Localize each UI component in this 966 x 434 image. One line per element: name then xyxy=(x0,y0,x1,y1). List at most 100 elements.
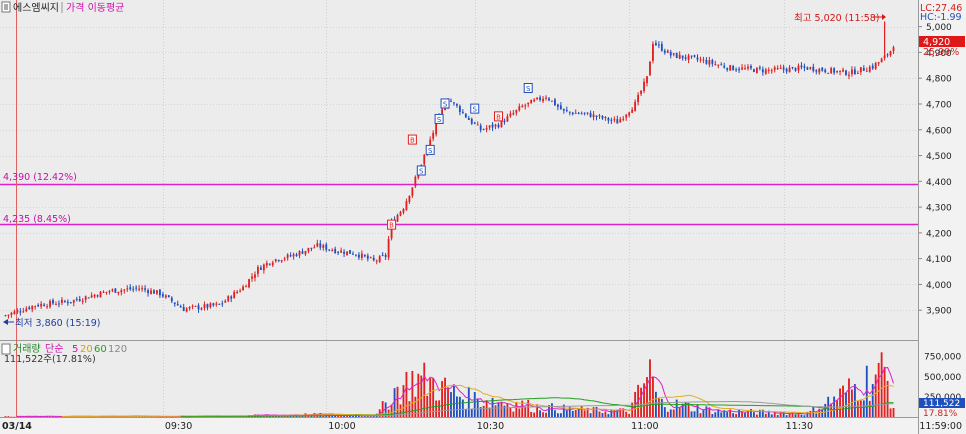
candle-body xyxy=(69,301,72,303)
candle-body xyxy=(735,69,738,71)
volume-bar xyxy=(574,409,577,417)
price-panel-bg xyxy=(0,0,918,340)
candle-body xyxy=(485,127,488,130)
signal-marker xyxy=(434,113,444,124)
volume-bar xyxy=(714,412,717,417)
indicator-label[interactable]: 가격 이동평균 xyxy=(66,1,124,14)
volume-bar xyxy=(767,410,770,417)
candle-body xyxy=(170,297,173,302)
candle-body xyxy=(696,57,699,60)
candle-body xyxy=(865,70,868,72)
candle-body xyxy=(761,69,764,73)
candle-body xyxy=(248,279,250,288)
candle-body xyxy=(646,76,648,84)
volume-bar xyxy=(886,380,889,417)
candle-body xyxy=(464,113,467,118)
volume-bar xyxy=(556,413,559,417)
volume-bar xyxy=(711,414,714,417)
candle-body xyxy=(185,308,188,312)
candle-body xyxy=(182,306,185,312)
candle-body xyxy=(138,288,141,290)
candle-body xyxy=(744,68,746,70)
candle-body xyxy=(637,94,640,103)
candle-body xyxy=(316,243,319,247)
volume-bar xyxy=(821,409,824,417)
volume-bar xyxy=(52,416,54,418)
signal-marker-label: S xyxy=(473,106,478,114)
candle-body xyxy=(554,99,556,106)
volume-bar xyxy=(723,410,726,417)
volume-bar xyxy=(652,376,654,417)
volume-bar xyxy=(524,407,527,417)
header-bar: 에스엠씨지 가격 이동평균 xyxy=(1,1,124,14)
candle-body xyxy=(877,62,880,64)
candle-body xyxy=(450,100,452,102)
candle-body xyxy=(586,112,589,114)
candle-body xyxy=(842,69,844,72)
volume-bar xyxy=(669,409,672,417)
candle-body xyxy=(577,112,580,114)
volume-bar xyxy=(545,412,547,417)
volume-bar xyxy=(482,405,485,417)
candle-body xyxy=(732,65,735,71)
candle-body xyxy=(411,187,414,196)
candle-body xyxy=(824,69,827,73)
candle-body xyxy=(610,119,613,121)
stock-name[interactable]: 에스엠씨지 xyxy=(13,2,59,14)
candle-body xyxy=(31,305,34,310)
candle-body xyxy=(10,312,13,315)
volume-bar xyxy=(565,409,568,417)
candle-body xyxy=(144,288,146,290)
candle-body xyxy=(868,66,871,72)
candle-body xyxy=(188,306,191,309)
signal-marker xyxy=(416,165,426,176)
candle-body xyxy=(123,289,126,291)
candle-body xyxy=(479,125,482,131)
volume-current-badge xyxy=(919,398,965,408)
signal-marker xyxy=(494,111,504,122)
candle-body xyxy=(221,303,224,305)
candle-body xyxy=(747,66,749,69)
candle-body xyxy=(491,124,494,128)
volume-bar xyxy=(598,411,601,417)
volume-bar xyxy=(559,413,562,417)
candle-body xyxy=(699,59,702,61)
candle-body xyxy=(129,287,132,290)
volume-bar xyxy=(892,407,895,417)
signal-marker xyxy=(387,219,397,230)
signal-marker xyxy=(470,103,480,114)
x-tick-label: 11:30 xyxy=(786,421,813,432)
candle-body xyxy=(509,113,512,117)
volume-bar xyxy=(791,412,794,417)
volume-bar xyxy=(738,409,740,417)
candle-body xyxy=(559,105,562,110)
candle-body xyxy=(782,67,785,70)
candle-body xyxy=(239,290,242,292)
candle-body xyxy=(518,106,521,111)
candle-body xyxy=(693,55,696,57)
candle-body xyxy=(750,65,752,69)
candle-body xyxy=(494,124,497,127)
grid-lines xyxy=(0,0,918,417)
candle-body xyxy=(206,304,209,308)
candle-body xyxy=(43,304,46,307)
candle-body xyxy=(325,244,328,250)
candle-body xyxy=(770,70,773,72)
volume-bar xyxy=(634,391,637,417)
candle-body xyxy=(355,254,357,256)
volume-bar xyxy=(542,412,544,417)
candle-body xyxy=(340,250,343,253)
x-tick-label: 10:30 xyxy=(477,421,504,432)
y-tick-label: 4,200 xyxy=(926,229,952,239)
candle-body xyxy=(295,254,298,257)
candle-body xyxy=(859,67,862,73)
x-tick-label: 10:00 xyxy=(328,421,355,432)
volume-bar xyxy=(470,409,473,417)
volume-bar xyxy=(874,374,877,417)
volume-bar xyxy=(141,416,144,418)
volume-title: 거래량 xyxy=(13,343,41,355)
volume-bar xyxy=(453,384,455,417)
candle-body xyxy=(565,109,568,112)
volume-menu-icon[interactable] xyxy=(1,343,11,355)
ma60-label: 60 xyxy=(94,344,107,355)
